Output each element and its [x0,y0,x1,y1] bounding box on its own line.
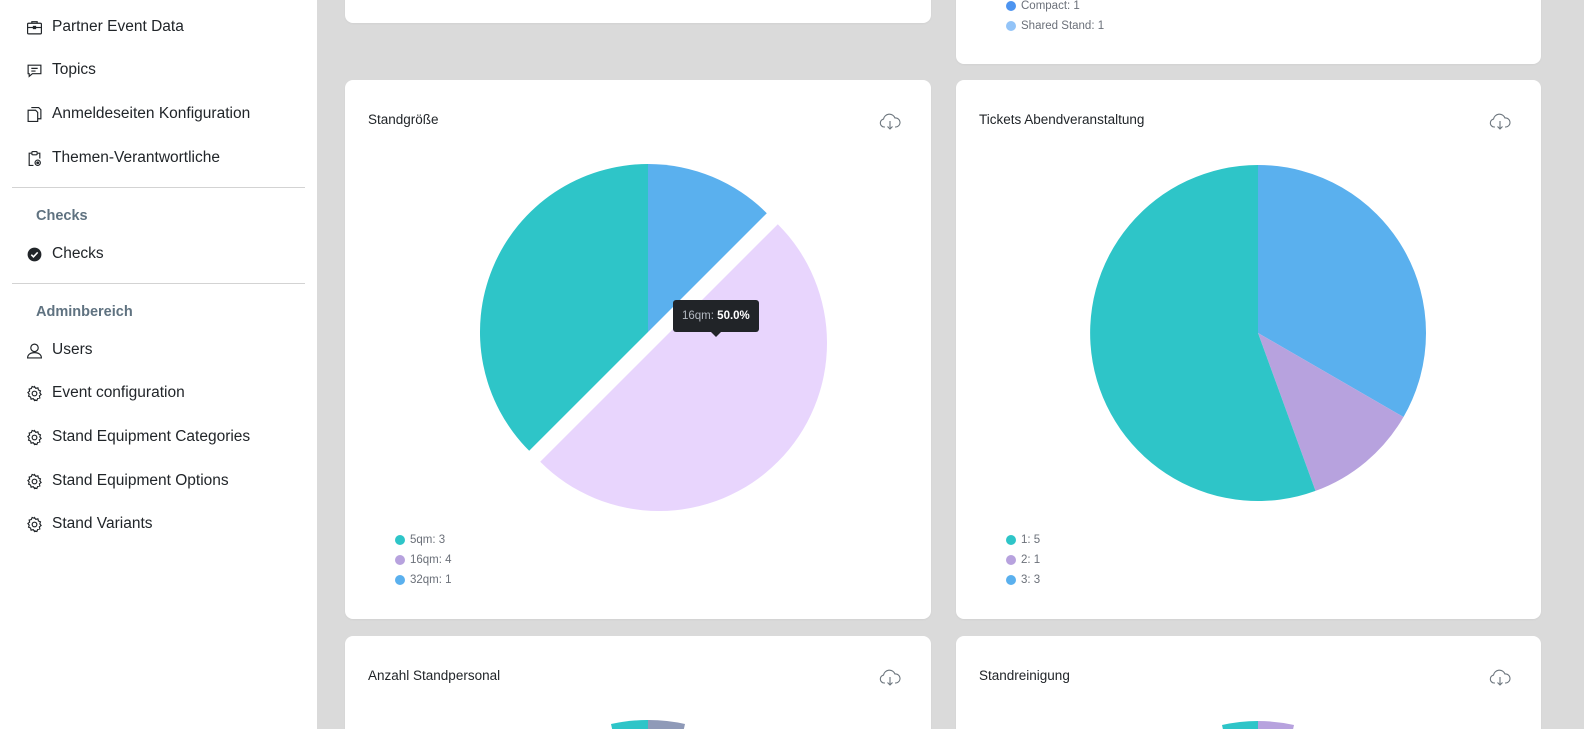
legend-item-3[interactable]: 3: 3 [1006,572,1040,587]
legend-label: Compact: 1 [1021,0,1080,12]
pie-chart-standpersonal [611,719,685,729]
legend-dot-icon [1006,534,1016,545]
user-icon [27,343,42,359]
sidebar-item-stand-equipment-categories[interactable]: Stand Equipment Categories [26,425,250,449]
sidebar-divider [12,187,305,188]
legend-label: 1: 5 [1021,533,1041,546]
chart-card-standgroesse: Standgröße 16qm: 50.0% 5qm: 3 16qm: 4 32… [345,80,931,619]
sidebar-item-topics[interactable]: Topics [26,58,96,82]
section-heading-adminbereich: Adminbereich [36,304,133,320]
legend-label: 2: 1 [1021,553,1041,566]
sidebar-item-label: Partner Event Data [52,18,184,35]
chart-card-partial-top-right: Compact: 1 Shared Stand: 1 [956,0,1541,64]
pie-slice-5qm[interactable] [479,164,648,451]
sidebar-item-label: Users [52,341,93,358]
gear-icon [27,473,42,489]
legend-label: Shared Stand: 1 [1021,19,1105,32]
legend-label: 5qm: 3 [410,533,446,546]
chart-title: Anzahl Standpersonal [368,668,501,683]
pie-chart-tickets [1090,165,1427,501]
pie-slice-3[interactable] [1258,165,1427,417]
legend-item-5qm[interactable]: 5qm: 3 [395,532,452,547]
message-icon [27,64,42,78]
legend-dot-icon [395,574,405,585]
sidebar-item-label: Anmeldeseiten Konfiguration [52,105,251,122]
sidebar-item-label: Stand Equipment Categories [52,428,251,445]
legend-dot-icon [395,554,405,565]
legend-item-1[interactable]: 1: 5 [1006,532,1040,547]
sidebar-item-label: Stand Equipment Options [52,472,229,489]
chart-tooltip: 16qm: 50.0% [673,300,759,337]
download-button[interactable] [1489,112,1511,132]
sidebar-item-label: Topics [52,61,96,78]
chart-card-partial-top-left [345,0,931,23]
check-circle-icon [27,247,42,261]
tooltip-value: 50.0% [717,310,750,322]
sidebar-item-themen-verantwortliche[interactable]: Themen-Verantwortliche [26,146,220,170]
legend-dot-icon [1006,574,1016,585]
legend-label: 3: 3 [1021,573,1041,586]
legend-item-32qm[interactable]: 32qm: 1 [395,572,452,587]
gear-icon [27,429,42,445]
chart-card-anzahl-standpersonal: Anzahl Standpersonal [345,636,931,729]
legend-item[interactable]: Compact: 1 [1006,0,1104,13]
sidebar: Partner Event Data Topics Anmeldeseiten … [0,0,317,729]
legend-dot-icon [1006,554,1016,565]
legend-dot-icon [1006,0,1016,11]
pie-slice-16qm-hovered[interactable] [540,224,828,512]
pie-chart-standreinigung [1222,721,1294,729]
legend-item-16qm[interactable]: 16qm: 4 [395,552,452,567]
sidebar-item-partner-event-data[interactable]: Partner Event Data [26,15,184,39]
sidebar-item-event-configuration[interactable]: Event configuration [26,381,185,405]
gear-icon [27,385,42,401]
tooltip-label: 16qm: [682,310,714,322]
sidebar-item-users[interactable]: Users [26,338,92,362]
cloud-download-icon [879,113,901,130]
sidebar-item-checks[interactable]: Checks [26,242,104,266]
sidebar-item-label: Checks [52,245,104,262]
legend-dot-icon [395,534,405,545]
sidebar-item-label: Themen-Verantwortliche [52,149,220,166]
chart-legend: 5qm: 3 16qm: 4 32qm: 1 [395,532,452,587]
chart-card-standreinigung: Standreinigung [956,636,1541,729]
pie-chart-standgroesse [479,164,828,512]
briefcase-icon [27,20,42,34]
sidebar-item-stand-variants[interactable]: Stand Variants [26,512,153,536]
gear-icon [27,516,42,532]
pie-slice-1[interactable] [1090,165,1316,501]
pie-slice-32qm[interactable] [648,164,767,332]
sidebar-divider [12,283,305,284]
download-button[interactable] [879,668,901,688]
legend-item-2[interactable]: 2: 1 [1006,552,1040,567]
sidebar-item-label: Stand Variants [52,515,153,532]
chart-title: Standreinigung [979,668,1070,683]
clipboard-user-icon [28,150,41,166]
chart-legend: 1: 5 2: 1 3: 3 [1006,532,1040,587]
pie-slice-2[interactable] [1258,333,1404,491]
sidebar-item-label: Event configuration [52,384,185,401]
legend-label: 32qm: 1 [410,573,452,586]
chart-title: Standgröße [368,112,439,127]
cloud-download-icon [879,669,901,686]
chart-legend: Compact: 1 Shared Stand: 1 [1006,0,1104,33]
sidebar-item-stand-equipment-options[interactable]: Stand Equipment Options [26,469,229,493]
legend-label: 16qm: 4 [410,553,452,566]
sidebar-item-anmeldeseiten-konfiguration[interactable]: Anmeldeseiten Konfiguration [26,102,250,126]
download-button[interactable] [879,112,901,132]
cloud-download-icon [1489,113,1511,130]
download-button[interactable] [1489,668,1511,688]
legend-item[interactable]: Shared Stand: 1 [1006,18,1104,33]
copy-document-icon [27,106,42,122]
chart-card-tickets-abendveranstaltung: Tickets Abendveranstaltung 1: 5 2: 1 3: … [956,80,1541,619]
cloud-download-icon [1489,669,1511,686]
section-heading-checks: Checks [36,208,88,224]
legend-dot-icon [1006,20,1016,31]
chart-title: Tickets Abendveranstaltung [979,112,1145,127]
